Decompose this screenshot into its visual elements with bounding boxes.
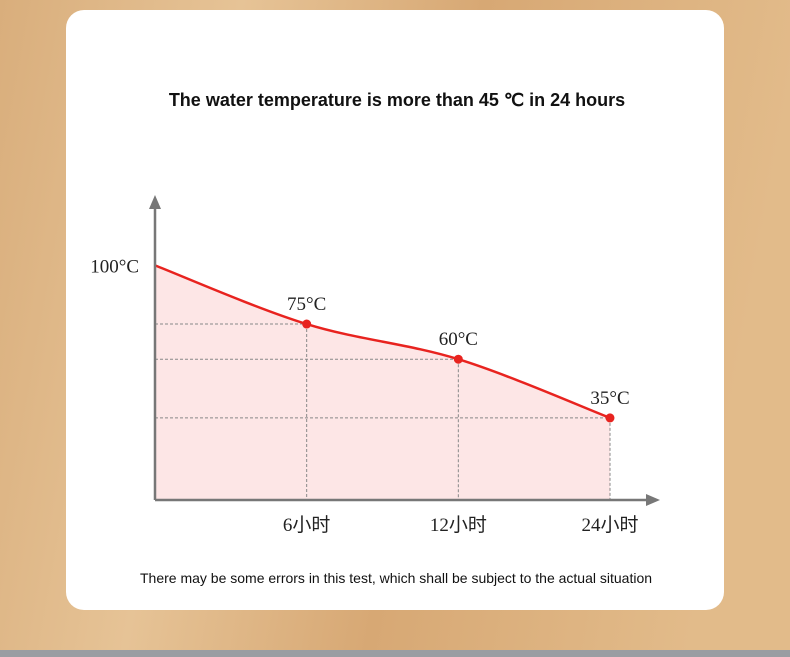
- line: [154, 264, 611, 420]
- point: [302, 319, 312, 329]
- area: [155, 265, 610, 500]
- data-label: 60°C: [439, 329, 478, 350]
- y-tick-label: 100°C: [90, 256, 139, 277]
- plot: 75°C 60°C 35°C 100°C 6小时 12小时 24小时: [90, 195, 660, 536]
- chart-title: The water temperature is more than 45 ℃ …: [169, 90, 625, 110]
- y-axis-arrow: [149, 195, 161, 209]
- data-label: 35°C: [590, 388, 629, 409]
- x-tick-label: 12小时: [430, 514, 487, 536]
- point: [605, 413, 615, 423]
- data-label: 75°C: [287, 294, 326, 315]
- x-axis-arrow: [646, 494, 660, 506]
- footnote: There may be some errors in this test, w…: [140, 570, 652, 586]
- x-tick-label: 6小时: [283, 514, 331, 536]
- point: [453, 354, 463, 364]
- bottom-strip: [0, 650, 790, 657]
- x-tick-label: 24小时: [581, 514, 638, 536]
